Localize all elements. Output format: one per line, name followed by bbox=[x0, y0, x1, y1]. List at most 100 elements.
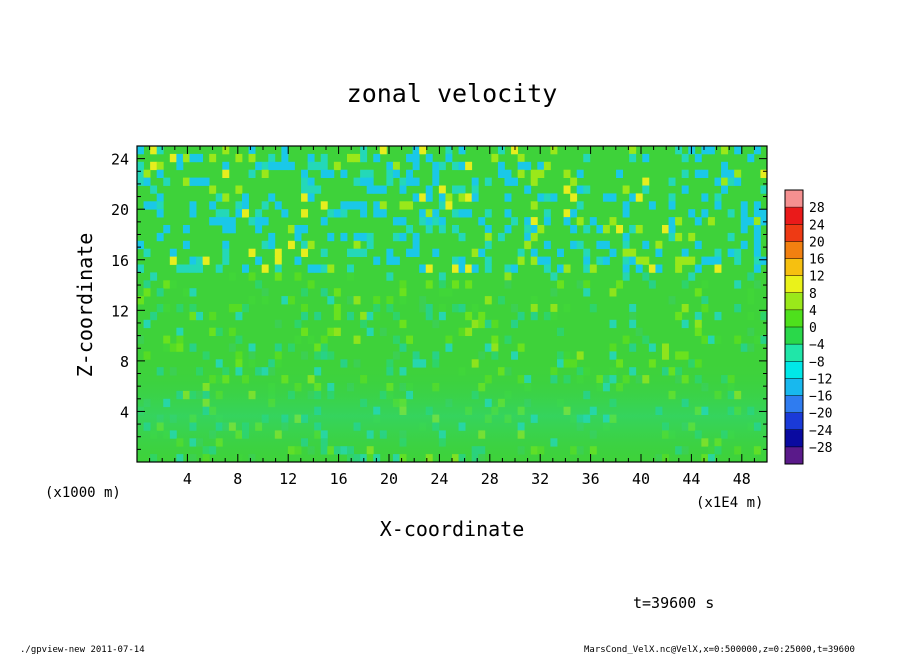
heatmap-cell bbox=[176, 264, 184, 273]
heatmap-cell bbox=[143, 201, 151, 210]
heatmap-cell bbox=[701, 146, 709, 155]
heatmap-cell bbox=[156, 209, 164, 218]
heatmap-cell bbox=[622, 272, 630, 281]
heatmap-cell bbox=[287, 343, 295, 352]
heatmap-cell bbox=[583, 153, 591, 163]
heatmap-cell bbox=[301, 327, 309, 336]
heatmap-cell bbox=[465, 327, 473, 336]
heatmap-cell bbox=[694, 319, 702, 329]
x-tick-label: 8 bbox=[233, 470, 242, 488]
heatmap-cell bbox=[392, 335, 400, 344]
heatmap-cell bbox=[222, 248, 230, 257]
heatmap-cell bbox=[511, 351, 519, 360]
heatmap-cell bbox=[281, 161, 289, 171]
heatmap-cell bbox=[327, 296, 335, 305]
heatmap-cell bbox=[340, 201, 348, 210]
heatmap-cell bbox=[707, 335, 715, 344]
heatmap-cell bbox=[609, 193, 617, 202]
heatmap-cell bbox=[583, 248, 591, 257]
heatmap-cell bbox=[504, 272, 512, 281]
heatmap-cell bbox=[353, 335, 361, 344]
x-tick-label: 28 bbox=[481, 470, 499, 488]
heatmap-cell bbox=[248, 248, 256, 257]
heatmap-cell bbox=[432, 209, 440, 218]
heatmap-cell bbox=[261, 169, 269, 178]
heatmap-cell bbox=[537, 161, 545, 171]
heatmap-cell bbox=[196, 264, 204, 273]
heatmap-cell bbox=[452, 256, 459, 265]
heatmap-cell bbox=[530, 177, 538, 186]
colorbar-swatch bbox=[785, 446, 803, 465]
heatmap-cell bbox=[209, 201, 217, 210]
heatmap-cell bbox=[281, 153, 289, 163]
heatmap-cell bbox=[307, 264, 315, 273]
heatmap-cell bbox=[307, 335, 315, 344]
y-axis: 4 8 12 16 20 24 bbox=[111, 151, 767, 450]
heatmap-cell bbox=[425, 280, 433, 289]
heatmap-cell bbox=[261, 288, 269, 297]
heatmap-cell bbox=[576, 280, 584, 289]
heatmap-cell bbox=[642, 256, 650, 265]
heatmap-cell bbox=[353, 153, 361, 163]
heatmap-cell bbox=[478, 319, 486, 329]
heatmap-cell bbox=[228, 272, 236, 281]
heatmap-cell bbox=[530, 304, 538, 313]
heatmap-cell bbox=[478, 248, 486, 257]
heatmap-cell bbox=[261, 240, 269, 250]
heatmap-cell bbox=[497, 232, 505, 242]
heatmap-cell bbox=[353, 201, 361, 210]
heatmap-cell bbox=[255, 280, 263, 289]
heatmap-cell bbox=[622, 335, 630, 344]
heatmap-cell bbox=[261, 201, 269, 210]
heatmap-cell bbox=[248, 169, 256, 178]
heatmap-cell bbox=[629, 304, 637, 313]
heatmap-cell bbox=[425, 225, 433, 234]
heatmap-cell bbox=[445, 335, 453, 344]
heatmap-cell bbox=[753, 146, 761, 155]
heatmap-cell bbox=[491, 351, 499, 360]
heatmap-cell bbox=[707, 256, 715, 265]
heatmap-cell bbox=[307, 153, 315, 163]
heatmap-cell bbox=[458, 193, 466, 202]
heatmap-cell bbox=[740, 209, 748, 218]
heatmap-cell bbox=[484, 232, 492, 242]
heatmap-cell bbox=[209, 153, 217, 163]
heatmap-cell bbox=[524, 240, 532, 250]
heatmap-cell bbox=[215, 209, 223, 218]
heatmap-cell bbox=[294, 256, 302, 265]
heatmap-cell bbox=[222, 256, 230, 265]
heatmap-cell bbox=[287, 296, 295, 305]
heatmap-cell bbox=[563, 304, 571, 313]
y-tick-label: 12 bbox=[111, 302, 129, 320]
heatmap-cell bbox=[301, 169, 309, 178]
heatmap-cell bbox=[137, 296, 144, 305]
heatmap-cell bbox=[301, 351, 309, 360]
heatmap-cell bbox=[753, 335, 761, 344]
heatmap-cell bbox=[537, 193, 545, 202]
heatmap-cell bbox=[406, 153, 414, 163]
heatmap-cell bbox=[629, 153, 637, 163]
heatmap-cell bbox=[163, 304, 171, 313]
heatmap-cell bbox=[360, 232, 368, 242]
heatmap-cell bbox=[314, 311, 322, 321]
heatmap-cell bbox=[648, 280, 656, 289]
footer-right: MarsCond_VelX.nc@VelX,x=0:500000,z=0:250… bbox=[584, 645, 855, 654]
heatmap-cell bbox=[642, 272, 650, 281]
heatmap-cell bbox=[445, 153, 453, 163]
heatmap-cell bbox=[268, 193, 276, 202]
heatmap-cell bbox=[753, 264, 761, 273]
heatmap-cell bbox=[727, 169, 735, 178]
heatmap-cell bbox=[150, 146, 158, 155]
heatmap-cell bbox=[701, 169, 709, 178]
heatmap-cell bbox=[150, 272, 158, 281]
heatmap-cell bbox=[635, 225, 643, 234]
heatmap-cell bbox=[360, 153, 368, 163]
heatmap-cell bbox=[734, 256, 742, 265]
heatmap-cell bbox=[150, 311, 158, 321]
colorbar-swatch bbox=[785, 258, 803, 276]
heatmap-cell bbox=[373, 209, 381, 218]
heatmap-cell bbox=[320, 248, 328, 257]
heatmap-cell bbox=[629, 146, 637, 155]
heatmap-cell bbox=[156, 161, 164, 171]
heatmap-cell bbox=[517, 311, 525, 321]
